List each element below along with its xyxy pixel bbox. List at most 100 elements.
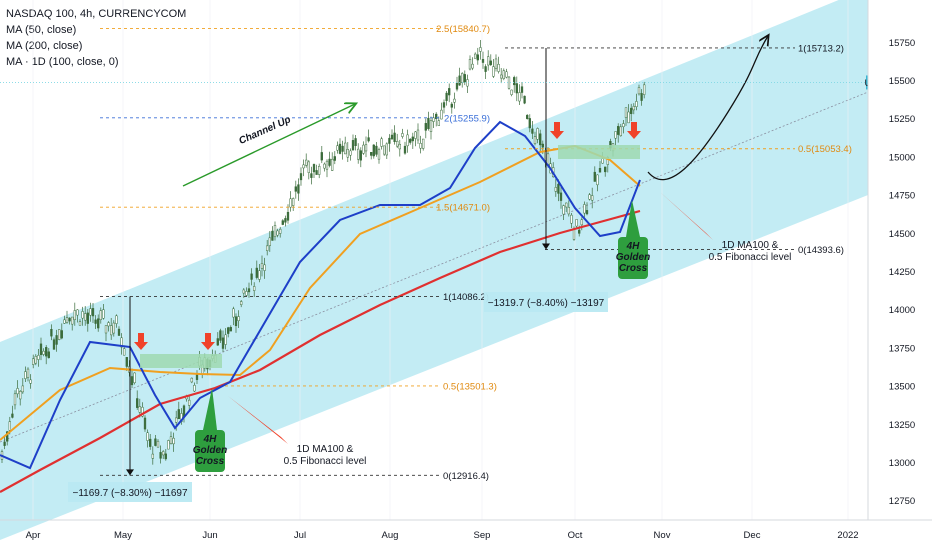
candle-body-83 [216,338,219,346]
measure1-box [68,482,192,502]
candle-body-166 [432,117,435,122]
candle-body-206 [536,128,539,140]
candle-body-175 [455,82,459,90]
candle-body-244 [635,101,638,107]
fibonacci-levels: 1(14086.2) 0.5(13501.3) 0(12916.4) 2.5(1584… [100,24,852,482]
candle-body-109 [284,218,287,223]
candle-body-11 [29,379,32,384]
ma50-line [0,120,641,470]
candle-body-21 [55,335,58,345]
candle-body-112 [292,198,295,206]
golden-cross-2-text-0: 4H [626,241,641,252]
red-arrow-3-shaft [554,122,560,132]
fib1-1-label: 1(14086.2) [443,292,489,303]
candle-body-246 [640,93,643,101]
candle-body-192 [500,74,503,79]
candle-body-53 [138,406,141,413]
grid [32,0,849,520]
chart-legend: NASDAQ 100, 4h, CURRENCYCOM MA (50, clos… [6,6,186,70]
channel-band [0,0,868,540]
candle-body-91 [237,316,240,321]
candle-body-54 [141,406,144,417]
candle-body-199 [518,92,521,102]
legend-ma100d[interactable]: MA · 1D (100, close, 0) [6,56,119,68]
candle-body-120 [312,164,316,173]
candle-body-115 [299,173,303,181]
red-arrow-1-head [134,342,148,350]
candle-body-137 [357,148,360,160]
legend-symbol[interactable]: NASDAQ 100, 4h, CURRENCYCOM [6,8,187,20]
candle-body-186 [484,66,487,72]
candle-body-168 [437,120,440,126]
price-tick-2: 13250 [889,420,915,431]
candle-body-65 [169,436,173,444]
candle-body-92 [240,301,243,305]
candle-body-245 [637,87,641,95]
candle-body-46 [120,337,123,348]
candle-body-143 [372,144,375,157]
legend-ma200[interactable]: MA (200, close) [6,40,83,52]
candle-body-36 [94,319,97,324]
price-tick-6: 14250 [889,267,915,278]
candle-body-105 [273,225,277,238]
candle-body-242 [630,107,633,115]
time-tick-4: Aug [382,530,399,541]
golden-cross-2-text-2: Cross [619,263,648,274]
candle-body-226 [588,194,591,200]
golden-cross-1-text-0: 4H [203,434,218,445]
candle-body-165 [429,120,433,132]
trend-arrow [182,104,355,187]
candle-body-67 [175,417,178,423]
candle-body-133 [346,149,349,158]
candle-body-222 [578,229,581,234]
candle-body-10 [26,368,30,378]
candle-body-130 [338,143,342,154]
candle-body-4 [11,413,14,418]
candle-body-9 [24,371,27,379]
candle-body-224 [583,204,586,214]
candle-body-198 [515,83,518,94]
candle-body-98 [255,267,258,278]
resistance-zone-1 [140,354,222,368]
candle-body-194 [505,71,508,78]
candle-body-174 [453,98,456,103]
projection-arrow [647,36,768,181]
time-tick-8: Dec [744,530,761,541]
ma-fib-callout-1-pointer [228,396,288,444]
candle-body-104 [271,230,274,241]
candle-body-111 [289,198,292,208]
candle-body-223 [580,219,583,226]
candle-body-237 [617,126,620,135]
fib1-05-label: 0.5(13501.3) [443,381,497,392]
candle-body-114 [297,184,300,194]
candle-body-231 [601,158,604,164]
time-tick-2: Jun [202,530,217,541]
fib2-15-label: 1.5(14671.0) [436,203,490,214]
red-arrow-3-head [550,131,564,139]
candle-body-135 [351,140,355,151]
candle-body-89 [232,308,235,318]
price-tick-7: 14500 [889,229,915,240]
candle-body-59 [154,438,157,446]
candle-body-37 [97,318,100,329]
candle-body-60 [156,440,160,448]
candle-body-121 [315,170,318,175]
candle-body-57 [149,438,152,447]
candle-body-241 [627,111,630,124]
measure2-arrowhead [542,243,550,250]
fib3-1-label: 1(15713.2) [798,43,844,54]
fib3-0-label: 0(14393.6) [798,245,844,256]
legend-ma50[interactable]: MA (50, close) [6,24,77,36]
price-tick-10: 15250 [889,114,915,125]
red-arrow-2-shaft [205,333,211,343]
candle-body-159 [414,131,417,139]
candle-body-20 [52,339,56,350]
candle-body-176 [458,75,461,86]
candle-body-189 [492,66,495,77]
fib1-0-label: 0(12916.4) [443,471,489,482]
candle-body-106 [276,230,279,236]
candle-body-155 [403,145,407,154]
candle-body-63 [164,453,167,460]
candle-body-190 [494,58,498,69]
